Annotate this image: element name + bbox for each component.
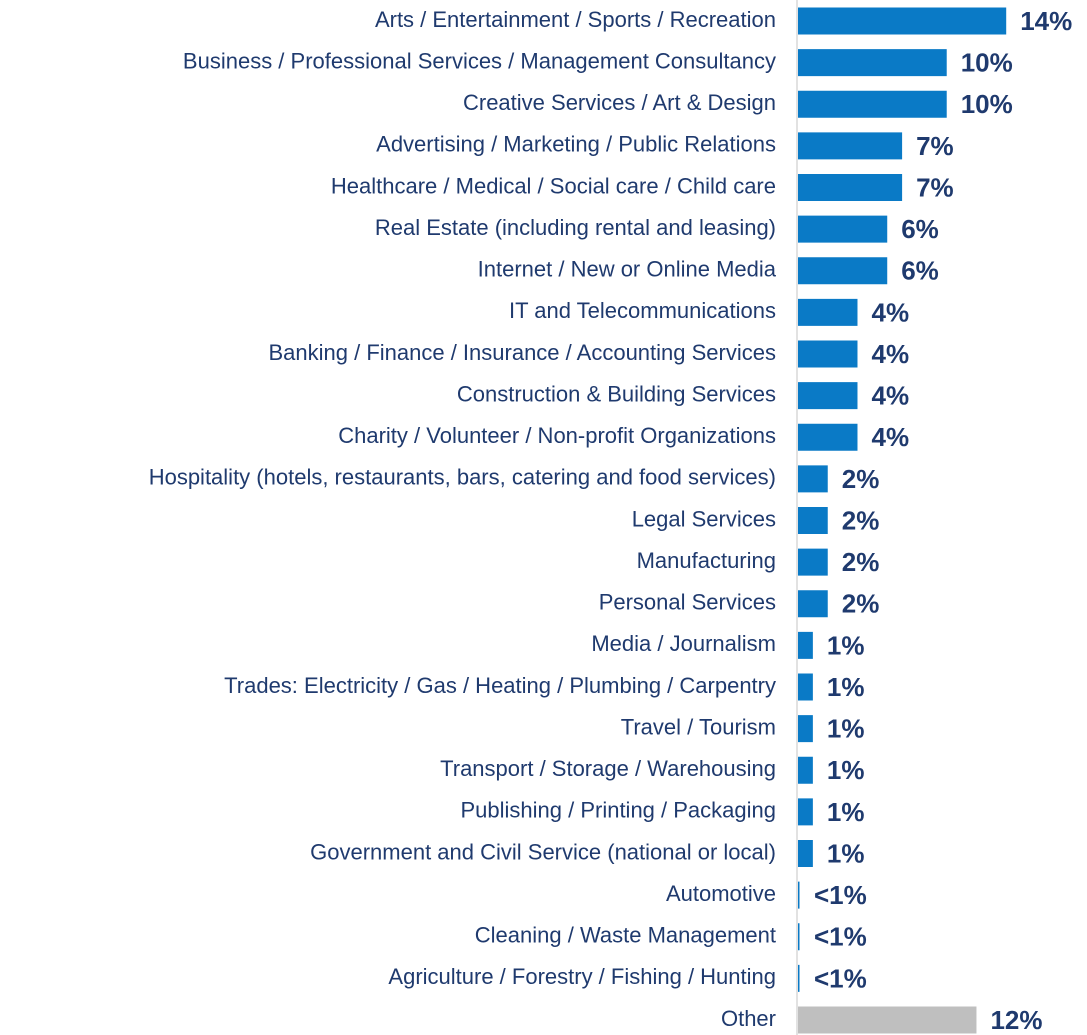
category-label: Media / Journalism [591, 631, 776, 656]
category-label: Agriculture / Forestry / Fishing / Hunti… [388, 964, 776, 989]
bar [798, 215, 888, 243]
category-label: Trades: Electricity / Gas / Heating / Pl… [224, 673, 776, 698]
bar [798, 465, 828, 493]
category-label: Cleaning / Waste Management [475, 923, 776, 948]
value-label: <1% [814, 963, 867, 993]
value-label: 1% [827, 755, 865, 785]
value-label: 1% [827, 630, 865, 660]
category-label: Automotive [666, 881, 776, 906]
bar [798, 382, 858, 410]
value-label: <1% [814, 922, 867, 952]
category-label: Travel / Tourism [621, 714, 776, 739]
value-label: 2% [842, 464, 880, 494]
category-label: IT and Telecommunications [509, 298, 776, 323]
value-label: 6% [901, 214, 939, 244]
category-label: Other [721, 1006, 776, 1031]
value-label: 4% [871, 422, 909, 452]
bar [798, 881, 800, 909]
value-label: 7% [916, 172, 954, 202]
value-label: 10% [961, 89, 1013, 119]
category-label: Construction & Building Services [457, 381, 776, 406]
bar [798, 548, 828, 576]
bar [798, 840, 813, 867]
category-label: Banking / Finance / Insurance / Accounti… [268, 340, 776, 365]
value-label: 7% [916, 131, 954, 161]
bar [798, 964, 800, 992]
bar [798, 923, 800, 951]
category-label: Government and Civil Service (national o… [310, 839, 776, 864]
category-label: Creative Services / Art & Design [463, 90, 776, 115]
value-label: 1% [827, 838, 865, 868]
bar [798, 673, 813, 701]
value-label: <1% [814, 880, 867, 910]
category-label: Hospitality (hotels, restaurants, bars, … [149, 465, 776, 490]
bar [798, 90, 947, 118]
value-label: 4% [871, 339, 909, 369]
bar [798, 298, 858, 326]
value-label: 6% [901, 256, 939, 286]
bar [798, 132, 903, 160]
bar [798, 798, 813, 826]
bar [798, 7, 1007, 35]
category-label: Personal Services [599, 590, 776, 615]
value-label: 10% [961, 48, 1013, 78]
bar [798, 49, 947, 77]
bar [798, 631, 813, 659]
bar [798, 1006, 977, 1034]
category-label: Arts / Entertainment / Sports / Recreati… [375, 7, 776, 32]
value-label: 1% [827, 797, 865, 827]
value-label: 2% [842, 505, 880, 535]
bar [798, 423, 858, 451]
bar [798, 174, 903, 201]
category-label: Transport / Storage / Warehousing [440, 756, 776, 781]
value-label: 2% [842, 547, 880, 577]
category-label: Charity / Volunteer / Non-profit Organiz… [338, 423, 776, 448]
category-label: Real Estate (including rental and leasin… [375, 215, 776, 240]
category-label: Advertising / Marketing / Public Relatio… [376, 132, 776, 157]
category-label: Publishing / Printing / Packaging [460, 798, 776, 823]
category-label: Manufacturing [637, 548, 776, 573]
value-label: 14% [1020, 6, 1072, 36]
value-label: 1% [827, 714, 865, 744]
value-label: 1% [827, 672, 865, 702]
category-label: Internet / New or Online Media [478, 257, 777, 282]
value-label: 2% [842, 589, 880, 619]
bar [798, 590, 828, 618]
bar [798, 340, 858, 368]
bar [798, 715, 813, 743]
bar [798, 756, 813, 784]
category-label: Business / Professional Services / Manag… [183, 48, 776, 73]
category-label: Healthcare / Medical / Social care / Chi… [331, 173, 776, 198]
category-label: Legal Services [632, 506, 776, 531]
value-label: 4% [871, 381, 909, 411]
value-label: 12% [990, 1005, 1042, 1035]
value-label: 4% [871, 297, 909, 327]
bar [798, 507, 828, 534]
bar [798, 257, 888, 285]
